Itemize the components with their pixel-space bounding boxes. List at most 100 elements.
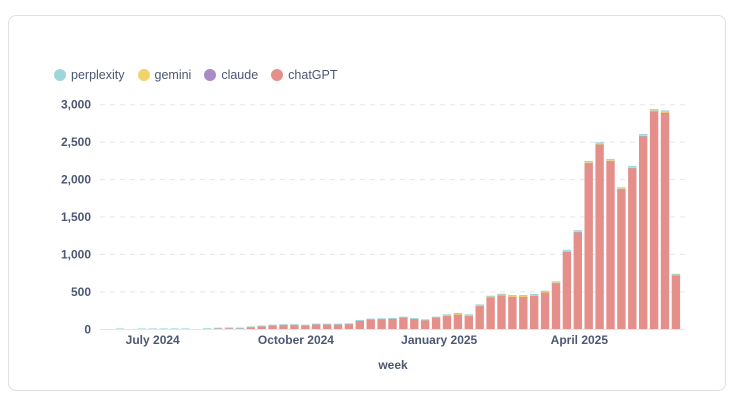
bar-gemini-2025-01-27[interactable] bbox=[475, 305, 484, 307]
bar-gemini-2025-04-28[interactable] bbox=[617, 188, 626, 190]
bar-perplexity-2025-05-12[interactable] bbox=[639, 133, 648, 136]
bar-chatgpt-2025-02-24[interactable] bbox=[519, 296, 528, 330]
bar-chatgpt-2025-01-13[interactable] bbox=[453, 313, 463, 330]
bar-perplexity-2024-11-04[interactable] bbox=[344, 323, 354, 325]
bar-perplexity-2024-11-25[interactable] bbox=[377, 318, 386, 320]
bar-perplexity-2024-09-02[interactable] bbox=[246, 326, 255, 328]
bar-chatgpt-2024-11-04[interactable] bbox=[344, 323, 354, 330]
bar-gemini-2025-03-03[interactable] bbox=[530, 294, 539, 296]
bar-chatgpt-2025-01-06[interactable] bbox=[442, 315, 452, 330]
bar-chatgpt-2025-02-03[interactable] bbox=[486, 296, 495, 330]
bar-gemini-2025-04-07[interactable] bbox=[584, 162, 593, 164]
bar-chatgpt-2025-01-20[interactable] bbox=[464, 315, 473, 330]
bar-perplexity-2024-09-16[interactable] bbox=[268, 324, 277, 326]
bar-gemini-2025-01-13[interactable] bbox=[453, 313, 463, 315]
bar-gemini-2025-06-02[interactable] bbox=[671, 274, 681, 276]
bar-perplexity-2024-12-02[interactable] bbox=[388, 317, 397, 319]
bar-chatgpt-2024-11-25[interactable] bbox=[377, 319, 386, 330]
bar-chatgpt-2024-09-09[interactable] bbox=[257, 326, 266, 330]
bar-chatgpt-2024-10-07[interactable] bbox=[301, 325, 310, 330]
bar-chatgpt-2025-05-12[interactable] bbox=[639, 136, 648, 330]
bar-chatgpt-2025-05-26[interactable] bbox=[660, 112, 670, 330]
bar-chatgpt-2025-04-28[interactable] bbox=[617, 188, 626, 330]
bar-perplexity-2025-03-03[interactable] bbox=[530, 294, 539, 296]
bar-perplexity-2024-06-24[interactable] bbox=[137, 328, 146, 330]
bar-perplexity-2024-06-10[interactable] bbox=[115, 328, 125, 330]
bar-perplexity-2024-09-23[interactable] bbox=[279, 324, 288, 326]
bar-perplexity-2024-07-22[interactable] bbox=[181, 328, 190, 330]
bar-chatgpt-2024-12-23[interactable] bbox=[421, 320, 430, 330]
bar-chatgpt-2024-09-23[interactable] bbox=[279, 324, 288, 330]
bar-perplexity-2024-08-05[interactable] bbox=[203, 328, 212, 330]
bar-perplexity-2025-01-27[interactable] bbox=[475, 304, 484, 306]
bar-chatgpt-2024-09-16[interactable] bbox=[268, 325, 277, 330]
bar-gemini-2025-03-24[interactable] bbox=[562, 250, 572, 252]
bar-gemini-2025-03-17[interactable] bbox=[551, 282, 561, 284]
bar-perplexity-2024-11-11[interactable] bbox=[355, 319, 364, 321]
bar-chatgpt-2025-03-10[interactable] bbox=[540, 291, 550, 330]
bar-gemini-2025-01-06[interactable] bbox=[442, 315, 452, 317]
bar-chatgpt-2024-08-19[interactable] bbox=[224, 327, 234, 330]
legend-item-claude[interactable]: claude bbox=[204, 68, 258, 82]
bar-perplexity-2025-02-24[interactable] bbox=[519, 295, 528, 297]
legend-item-chatgpt[interactable]: chatGPT bbox=[271, 68, 338, 82]
bar-gemini-2025-03-10[interactable] bbox=[540, 291, 550, 293]
bar-perplexity-2024-08-26[interactable] bbox=[235, 327, 245, 329]
bar-perplexity-2025-02-10[interactable] bbox=[497, 293, 506, 295]
bar-chatgpt-2024-12-09[interactable] bbox=[399, 317, 408, 330]
bar-gemini-2025-05-12[interactable] bbox=[639, 135, 648, 137]
bar-chatgpt-2024-12-16[interactable] bbox=[410, 318, 419, 330]
bar-perplexity-2024-08-12[interactable] bbox=[213, 327, 223, 329]
bar-chatgpt-2024-08-12[interactable] bbox=[213, 328, 223, 330]
bar-gemini-2025-02-03[interactable] bbox=[486, 296, 495, 298]
bar-perplexity-2024-11-18[interactable] bbox=[366, 318, 375, 320]
bar-chatgpt-2025-06-02[interactable] bbox=[671, 274, 681, 330]
bar-perplexity-2024-10-14[interactable] bbox=[312, 323, 321, 325]
bar-gemini-2025-01-20[interactable] bbox=[464, 315, 473, 317]
bar-chatgpt-2024-10-21[interactable] bbox=[322, 324, 332, 330]
bar-gemini-2025-02-17[interactable] bbox=[508, 295, 517, 297]
bar-gemini-2025-04-14[interactable] bbox=[595, 143, 604, 145]
bar-chatgpt-2025-04-21[interactable] bbox=[606, 160, 615, 330]
bar-claude-2025-05-19[interactable] bbox=[649, 111, 659, 113]
bar-gemini-2025-04-21[interactable] bbox=[606, 160, 615, 162]
bar-perplexity-2025-01-20[interactable] bbox=[464, 314, 473, 316]
bar-perplexity-2024-07-01[interactable] bbox=[148, 328, 157, 330]
bar-perplexity-2025-03-24[interactable] bbox=[562, 249, 572, 251]
bar-perplexity-2024-09-09[interactable] bbox=[257, 325, 266, 327]
bar-perplexity-2024-12-16[interactable] bbox=[410, 318, 419, 320]
bar-perplexity-2025-06-02[interactable] bbox=[671, 273, 681, 275]
bar-chatgpt-2024-11-11[interactable] bbox=[355, 320, 364, 330]
bar-perplexity-2024-12-23[interactable] bbox=[421, 319, 430, 321]
bar-perplexity-2025-03-10[interactable] bbox=[540, 290, 550, 292]
bar-gemini-2025-05-26[interactable] bbox=[660, 111, 670, 113]
bar-gemini-2025-03-31[interactable] bbox=[573, 231, 582, 233]
bar-chatgpt-2025-03-31[interactable] bbox=[573, 231, 582, 330]
bar-perplexity-2025-05-19[interactable] bbox=[649, 109, 659, 111]
bar-chatgpt-2025-03-17[interactable] bbox=[551, 282, 561, 330]
bar-perplexity-2025-01-06[interactable] bbox=[442, 314, 452, 316]
bar-perplexity-2024-10-28[interactable] bbox=[333, 323, 343, 325]
bar-chatgpt-2025-03-24[interactable] bbox=[562, 251, 572, 330]
legend-item-perplexity[interactable]: perplexity bbox=[54, 68, 125, 82]
bar-gemini-2025-05-05[interactable] bbox=[628, 167, 637, 169]
bar-chatgpt-2025-01-27[interactable] bbox=[475, 305, 484, 330]
bar-perplexity-2024-09-30[interactable] bbox=[290, 324, 299, 326]
bar-chatgpt-2025-05-05[interactable] bbox=[628, 167, 637, 330]
bar-perplexity-2024-10-07[interactable] bbox=[301, 324, 310, 326]
bar-perplexity-2025-01-13[interactable] bbox=[453, 312, 463, 314]
bar-perplexity-2025-03-31[interactable] bbox=[573, 230, 582, 232]
bar-chatgpt-2024-09-30[interactable] bbox=[290, 324, 299, 330]
legend-item-gemini[interactable]: gemini bbox=[137, 68, 191, 82]
bar-perplexity-2025-05-26[interactable] bbox=[660, 110, 670, 112]
bar-gemini-2025-02-10[interactable] bbox=[497, 294, 506, 296]
bar-perplexity-2025-02-17[interactable] bbox=[508, 295, 517, 297]
bar-perplexity-2025-04-07[interactable] bbox=[584, 160, 593, 163]
bar-chatgpt-2025-05-19[interactable] bbox=[649, 111, 659, 330]
bar-gemini-2025-02-24[interactable] bbox=[519, 295, 528, 297]
bar-gemini-2025-05-19[interactable] bbox=[649, 110, 659, 112]
bar-perplexity-2024-10-21[interactable] bbox=[322, 323, 332, 325]
bar-perplexity-2024-07-15[interactable] bbox=[170, 328, 179, 330]
bar-perplexity-2025-03-17[interactable] bbox=[551, 281, 561, 283]
bar-chatgpt-2025-02-10[interactable] bbox=[497, 294, 506, 330]
